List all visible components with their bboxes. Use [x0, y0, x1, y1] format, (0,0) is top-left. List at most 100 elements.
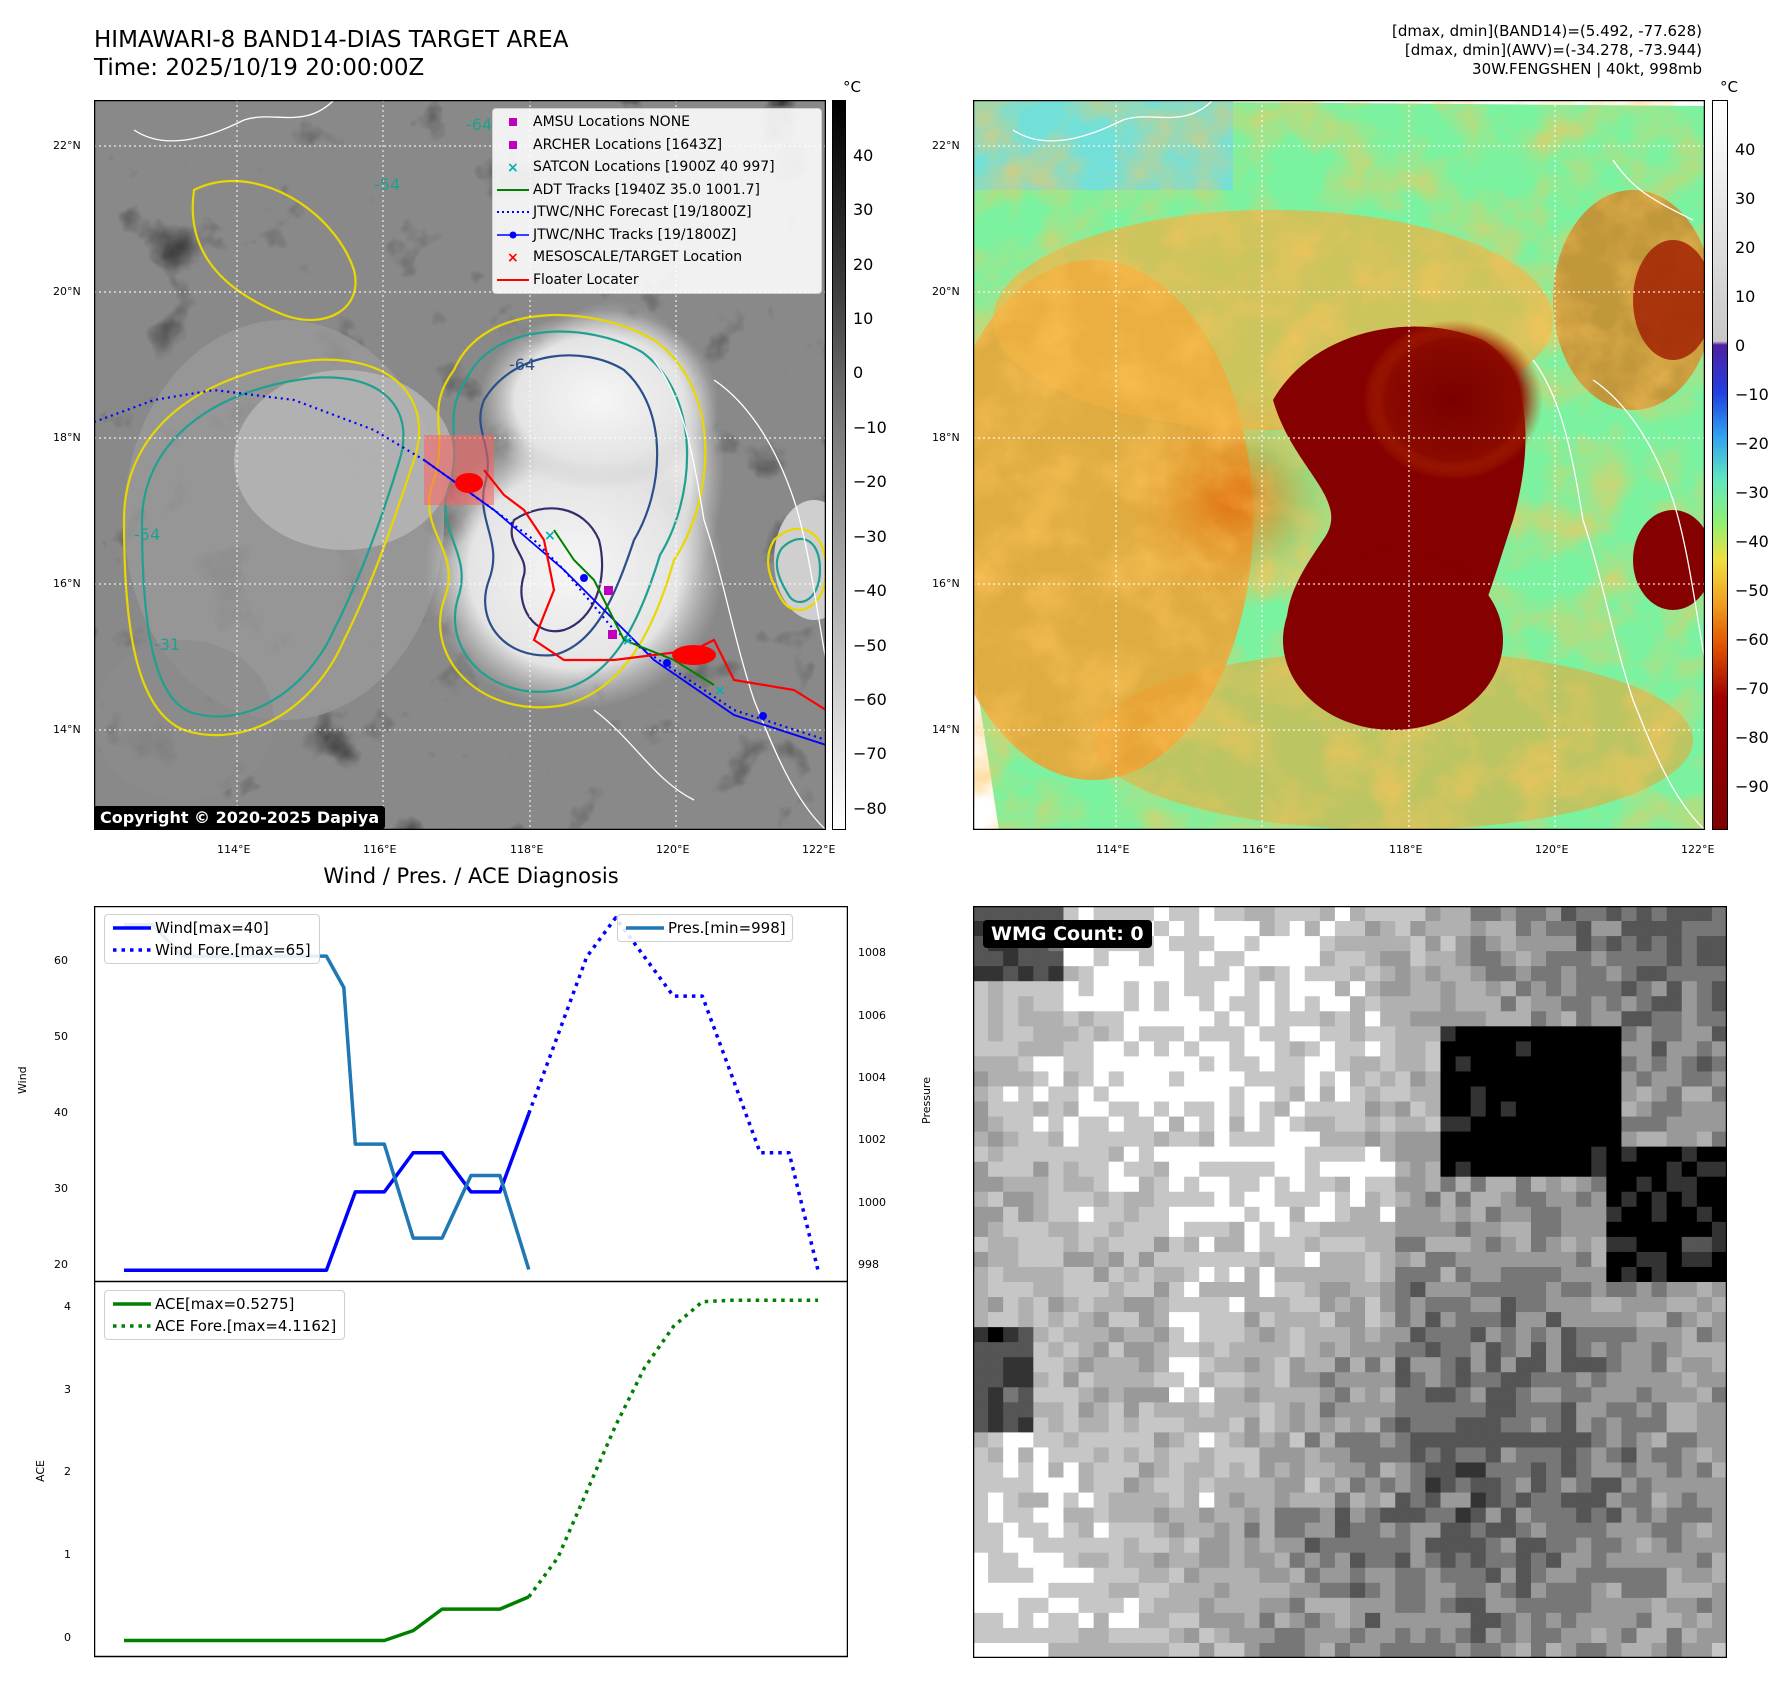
lon-tick-120-left: 120°E	[656, 843, 690, 856]
cb-left-tick-30: 30	[853, 200, 874, 219]
legend-wind: Wind[max=40]	[109, 917, 311, 939]
ace-legend: ACE[max=0.5275] ACE Fore.[max=4.1162]	[104, 1290, 346, 1340]
awv-frame	[973, 100, 1705, 830]
legend-mesoscale: × MESOSCALE/TARGET Location	[493, 246, 821, 269]
contour-label-4: -64	[509, 355, 535, 374]
cb-left-tick-m30: −30	[853, 527, 887, 546]
ace-plot-frame	[94, 1281, 848, 1658]
awv-deep-convection	[1273, 240, 1705, 730]
legend-mesoscale-label: MESOSCALE/TARGET Location	[533, 249, 743, 266]
pressure-axis-label: Pressure	[920, 1077, 933, 1124]
legend-archer: ARCHER Locations [1643Z]	[493, 134, 821, 157]
ir-frame	[94, 100, 826, 830]
lat-tick-14-left: 14°N	[53, 723, 81, 736]
series-line-ace-0	[124, 1595, 530, 1643]
lon-tick-122-left: 122°E	[802, 843, 836, 856]
ace-tick-4: 4	[64, 1300, 71, 1313]
svg-text:×: ×	[507, 250, 519, 266]
lat-tick-22-right: 22°N	[932, 139, 960, 152]
jtwc-track-points	[580, 574, 767, 720]
legend-wind-fore-label: Wind Fore.[max=65]	[155, 941, 311, 959]
cb-left-tick-m50: −50	[853, 636, 887, 655]
lon-tick-114-left: 114°E	[217, 843, 251, 856]
legend-ace-fore: ACE Fore.[max=4.1162]	[109, 1315, 336, 1337]
series-line-wind-1	[527, 916, 820, 1271]
cb-left-tick-40: 40	[853, 146, 874, 165]
awv-gridlines	[973, 100, 1705, 830]
lon-tick-118-left: 118°E	[510, 843, 544, 856]
svg-text:×: ×	[507, 160, 519, 176]
legend-pres: Pres.[min=998]	[622, 917, 786, 939]
ace-axis-label: ACE	[34, 1460, 47, 1482]
wmg-panel	[973, 906, 1727, 1658]
colorbar-right	[1712, 100, 1728, 830]
ace-tick-0: 0	[64, 1631, 71, 1644]
pressure-tick-1004: 1004	[858, 1071, 886, 1084]
lon-tick-120-right: 120°E	[1535, 843, 1569, 856]
cb-right-tick-m80: −80	[1735, 728, 1769, 747]
ace-plot	[94, 1281, 848, 1658]
pressure-tick-1006: 1006	[858, 1009, 886, 1022]
cb-right-tick-m90: −90	[1735, 777, 1769, 796]
legend-jtwc-tracks-label: JTWC/NHC Tracks [19/1800Z]	[533, 226, 737, 243]
storm-tracks: × × ×	[94, 388, 826, 746]
lat-tick-14-right: 14°N	[932, 723, 960, 736]
wind-tick-60: 60	[54, 954, 68, 967]
colorbar-right-unit: °C	[1720, 78, 1738, 96]
legend-floater: Floater Locater	[493, 269, 821, 292]
legend-amsu: AMSU Locations NONE	[493, 111, 821, 134]
ace-lines	[124, 1298, 818, 1643]
cb-left-tick-m40: −40	[853, 581, 887, 600]
legend-jtwc-forecast-label: JTWC/NHC Forecast [19/1800Z]	[533, 204, 752, 221]
pressure-tick-1008: 1008	[858, 946, 886, 959]
intensity-info: [dmax, dmin](BAND14)=(5.492, -77.628) [d…	[1392, 22, 1702, 79]
legend-adt-label: ADT Tracks [1940Z 35.0 1001.7]	[533, 181, 760, 198]
wind-pressure-lines	[124, 916, 820, 1273]
cb-left-tick-m60: −60	[853, 690, 887, 709]
satcon-markers: × × ×	[544, 528, 726, 699]
ir-coastlines	[133, 100, 826, 830]
cb-right-tick-m10: −10	[1735, 385, 1769, 404]
wmg-frame	[973, 906, 1727, 1658]
pressure-legend: Pres.[min=998]	[617, 914, 793, 942]
pressure-tick-1000: 1000	[858, 1196, 886, 1209]
legend-wind-label: Wind[max=40]	[155, 919, 269, 937]
contour-label-5: -54	[134, 525, 160, 544]
colorbar-right-ticks: 40 30 20 10 0 −10 −20 −30 −40 −50 −60 −7…	[1735, 0, 1785, 1690]
awv-coastlines	[1012, 100, 1705, 830]
cb-left-tick-20: 20	[853, 255, 874, 274]
info-line-1: [dmax, dmin](BAND14)=(5.492, -77.628)	[1391, 22, 1702, 40]
colorbar-left-unit: °C	[843, 78, 861, 96]
lat-tick-20-left: 20°N	[53, 285, 81, 298]
title-line-1: HIMAWARI-8 BAND14-DIAS TARGET AREA	[94, 27, 569, 53]
figure-title: HIMAWARI-8 BAND14-DIAS TARGET AREA Time:…	[94, 26, 568, 82]
lat-tick-22-left: 22°N	[53, 139, 81, 152]
cb-left-tick-10: 10	[853, 309, 874, 328]
copyright-label: Copyright © 2020-2025 Dapiya	[94, 806, 386, 829]
floater-track	[483, 469, 826, 711]
info-line-3: 30W.FENGSHEN | 40kt, 998mb	[1472, 60, 1702, 78]
legend-jtwc-forecast: JTWC/NHC Forecast [19/1800Z]	[493, 201, 821, 224]
series-line-ace-1	[527, 1298, 818, 1598]
colorbar-left	[832, 100, 846, 830]
legend-ace-fore-label: ACE Fore.[max=4.1162]	[155, 1317, 337, 1335]
adt-track	[553, 529, 715, 686]
lon-tick-114-right: 114°E	[1096, 843, 1130, 856]
svg-text:×: ×	[622, 633, 634, 649]
ace-tick-3: 3	[64, 1383, 71, 1396]
wind-tick-40: 40	[54, 1106, 68, 1119]
cb-right-tick-40: 40	[1735, 140, 1756, 159]
legend-adt: ADT Tracks [1940Z 35.0 1001.7]	[493, 179, 821, 202]
info-line-2: [dmax, dmin](AWV)=(-34.278, -73.944)	[1404, 41, 1702, 59]
ace-tick-1: 1	[64, 1548, 71, 1561]
legend-satcon-label: SATCON Locations [1900Z 40 997]	[533, 159, 775, 176]
legend-satcon: × SATCON Locations [1900Z 40 997]	[493, 156, 821, 179]
lat-tick-18-right: 18°N	[932, 431, 960, 444]
legend-ace-label: ACE[max=0.5275]	[155, 1295, 295, 1313]
legend-floater-label: Floater Locater	[533, 271, 639, 288]
legend-archer-label: ARCHER Locations [1643Z]	[533, 136, 723, 153]
series-line-wind-2	[124, 923, 531, 1271]
cb-left-tick-m20: −20	[853, 472, 887, 491]
cb-right-tick-m40: −40	[1735, 532, 1769, 551]
satellite-legend: AMSU Locations NONE ARCHER Locations [16…	[492, 108, 822, 294]
